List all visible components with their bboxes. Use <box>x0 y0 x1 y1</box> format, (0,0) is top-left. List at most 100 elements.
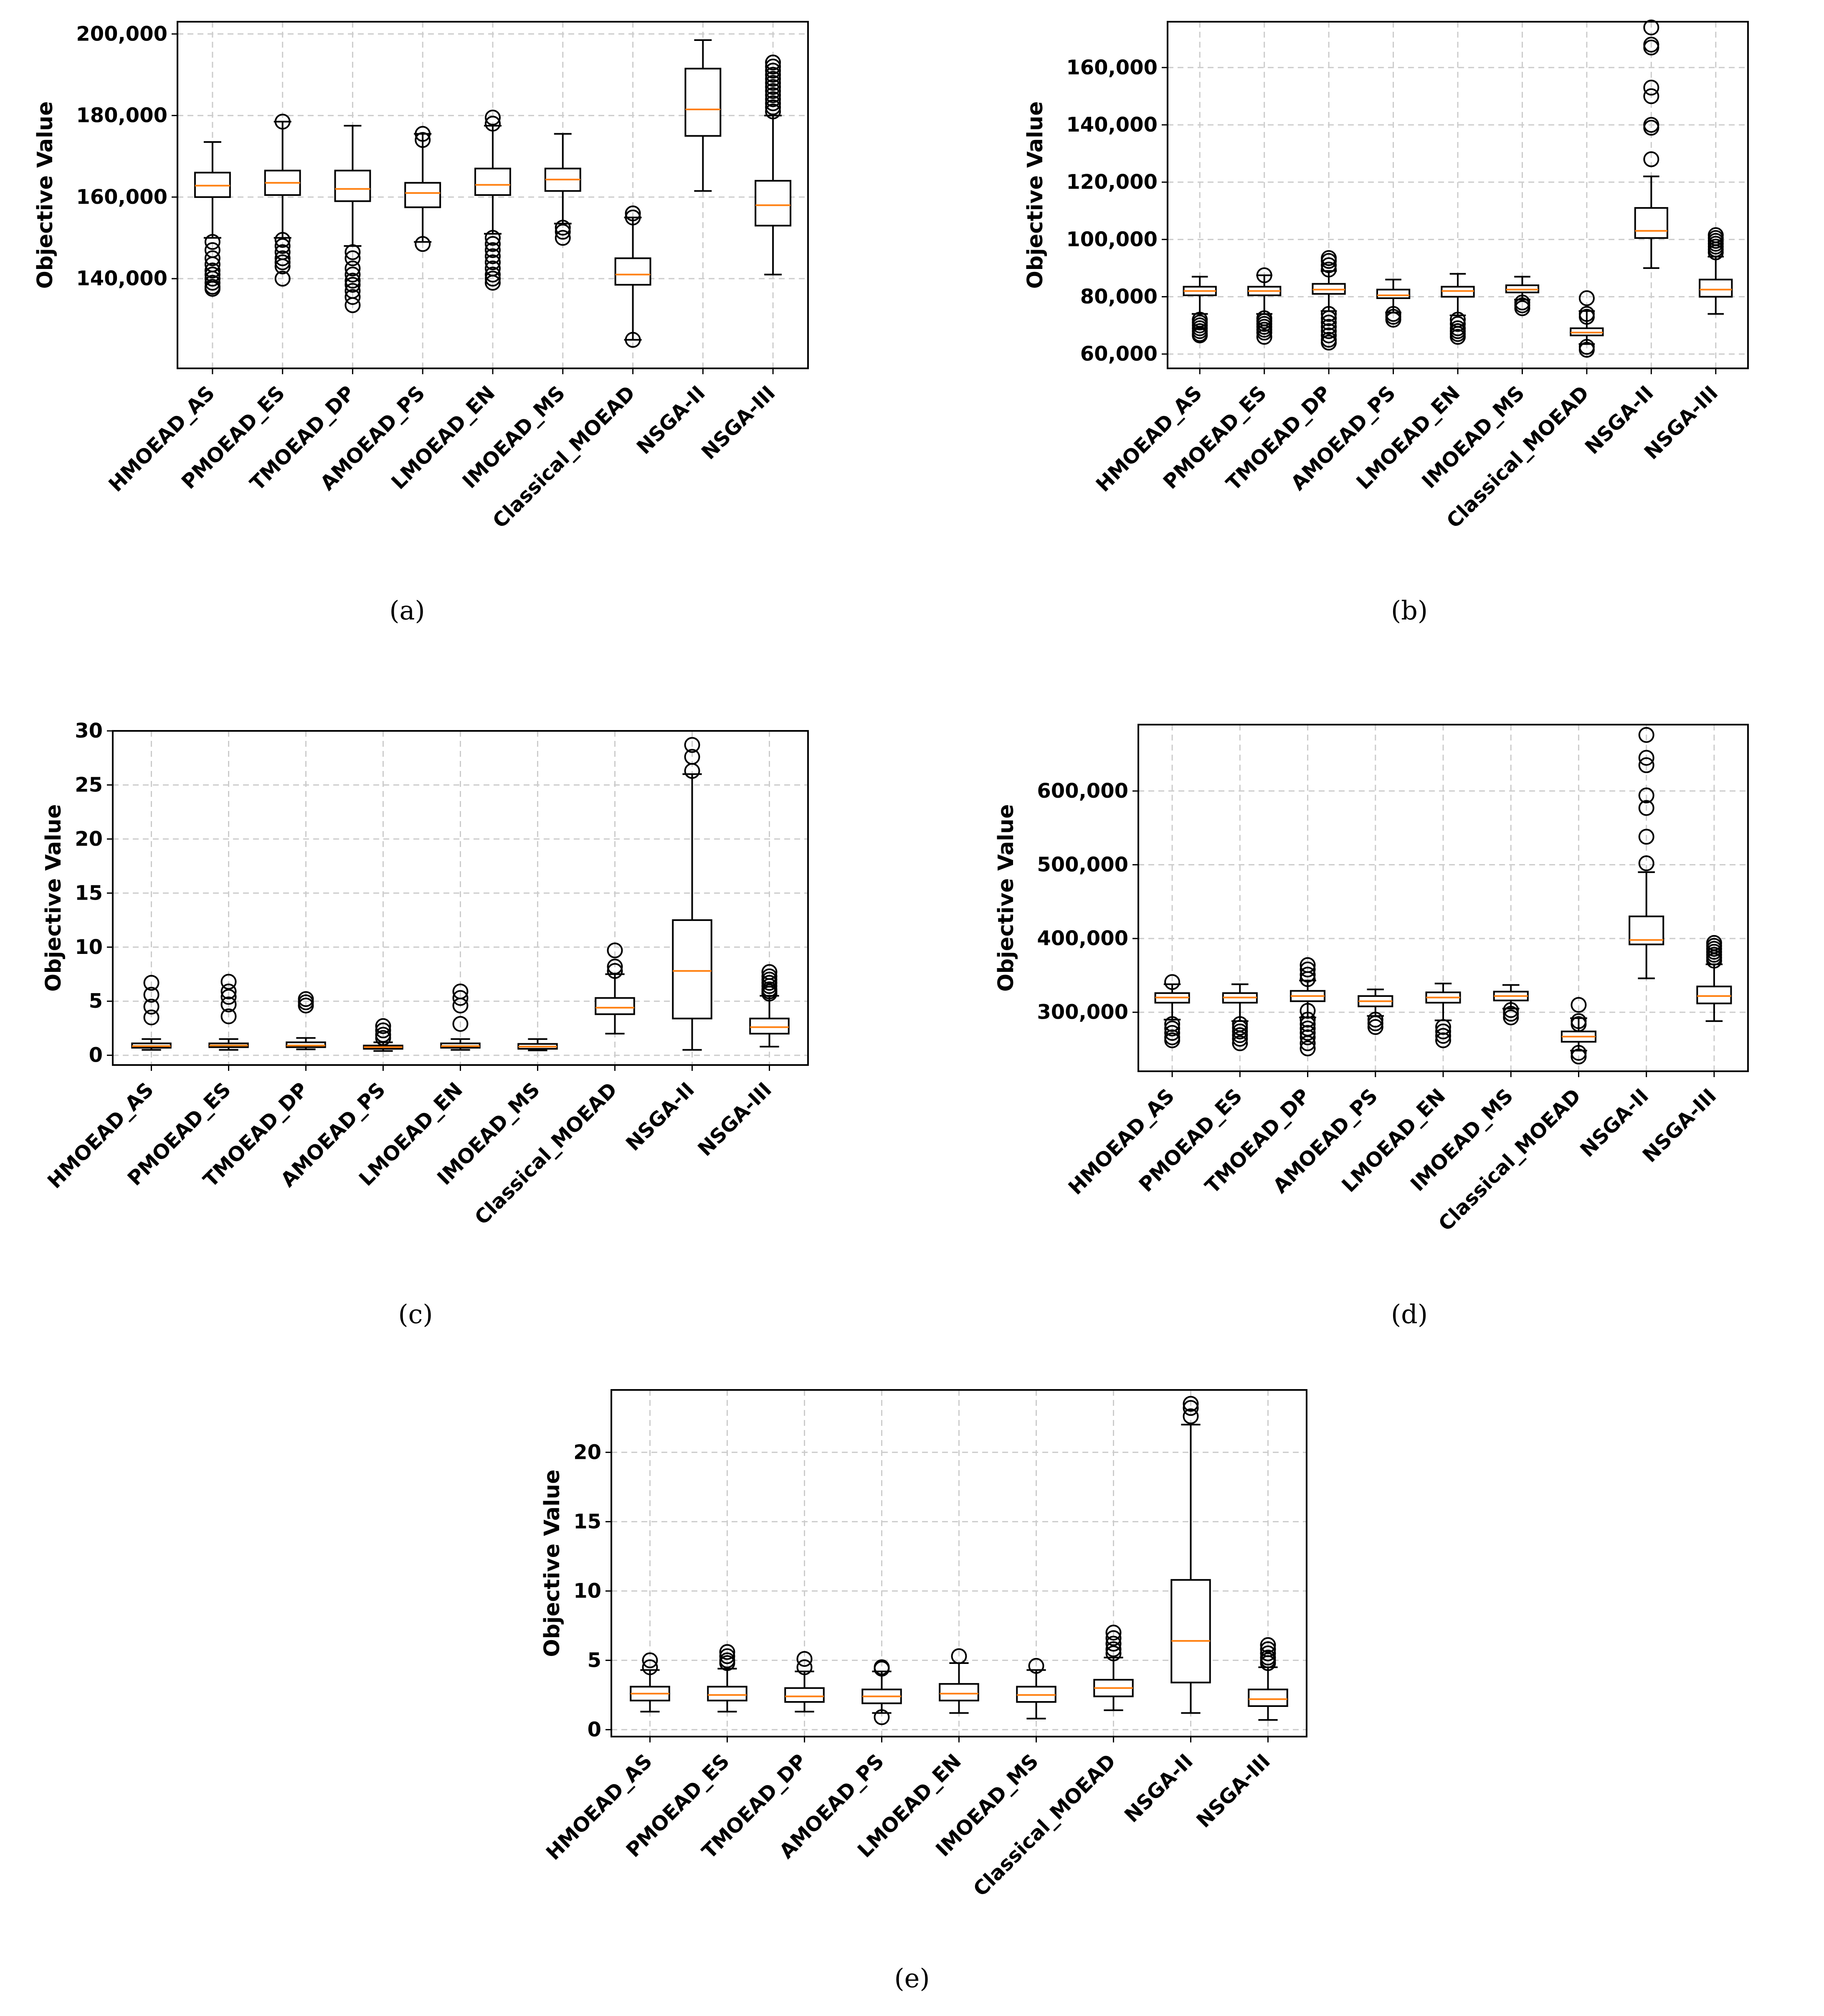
outlier-point <box>1367 1019 1383 1035</box>
outlier-point <box>204 250 220 266</box>
outlier-point <box>1367 1015 1383 1032</box>
outlier-point <box>1638 800 1654 816</box>
outlier-point <box>1183 1396 1199 1412</box>
outlier-point <box>765 75 781 91</box>
outlier-point <box>1321 253 1337 269</box>
y-tick-label: 400,000 <box>1037 927 1128 950</box>
outlier-point <box>765 54 781 71</box>
outlier-point <box>204 281 220 297</box>
outlier-point <box>375 1018 391 1034</box>
outlier-point <box>485 230 501 246</box>
outlier-point <box>1321 327 1337 344</box>
box-iqr <box>334 170 371 202</box>
box-Classical_MOEAD <box>1570 290 1604 358</box>
box-IMOEAD_MS <box>1016 1658 1056 1719</box>
outlier-point <box>765 103 781 119</box>
y-tick-label: 180,000 <box>76 104 167 127</box>
y-tick-label: 160,000 <box>76 185 167 209</box>
outlier-point <box>143 1009 160 1026</box>
outlier-point <box>765 83 781 99</box>
outlier-point <box>1643 19 1659 36</box>
box-TMOEAD_DP <box>286 991 326 1050</box>
y-tick-label: 120,000 <box>1066 170 1158 194</box>
outlier-point <box>1183 1408 1199 1425</box>
outlier-point <box>1300 971 1316 987</box>
outlier-point <box>485 274 501 291</box>
outlier-point <box>143 986 160 1003</box>
outlier-point <box>765 71 781 87</box>
outlier-point <box>1028 1658 1044 1674</box>
box-AMOEAD_PS <box>404 126 441 252</box>
outlier-point <box>625 205 641 221</box>
box-Classical_MOEAD <box>595 942 635 1035</box>
outlier-point <box>345 250 361 266</box>
y-tick-label: 500,000 <box>1037 853 1128 877</box>
box-HMOEAD_AS <box>630 1652 670 1713</box>
outlier-point <box>1300 966 1316 983</box>
box-NSGA-II <box>1170 1396 1211 1714</box>
y-axis-title: Objective Value <box>540 1469 565 1657</box>
outlier-point <box>1321 319 1337 335</box>
box-iqr <box>784 1687 825 1703</box>
outlier-point <box>607 959 623 975</box>
outlier-point <box>1571 997 1587 1013</box>
y-tick-label: 160,000 <box>1066 56 1158 79</box>
outlier-point <box>220 1008 237 1024</box>
outlier-point <box>874 1709 890 1725</box>
outlier-point <box>345 273 361 289</box>
x-tick-label: NSGA-III <box>697 381 780 464</box>
outlier-point <box>1256 325 1272 341</box>
outlier-point <box>485 236 501 252</box>
outlier-point <box>345 260 361 276</box>
outlier-point <box>415 126 431 142</box>
outlier-point <box>761 986 778 1002</box>
box-NSGA-II <box>672 737 712 1051</box>
y-tick-label: 140,000 <box>1066 113 1158 137</box>
outlier-point <box>684 763 700 779</box>
caption-c: (c) <box>398 1299 433 1329</box>
outlier-point <box>1300 1016 1316 1032</box>
x-tick-label: NSGA-III <box>1192 1750 1275 1833</box>
y-tick-label: 5 <box>588 1648 601 1672</box>
outlier-point <box>765 87 781 103</box>
outlier-point <box>274 114 291 130</box>
box-HMOEAD_AS <box>1154 974 1190 1048</box>
box-HMOEAD_AS <box>131 975 172 1051</box>
box-iqr <box>614 257 651 286</box>
outlier-point <box>345 266 361 283</box>
outlier-point <box>1300 1040 1316 1057</box>
outlier-point <box>220 974 237 990</box>
box-IMOEAD_MS <box>517 1038 558 1052</box>
box-iqr <box>707 1686 747 1702</box>
box-AMOEAD_PS <box>861 1659 902 1725</box>
outlier-point <box>1450 316 1466 332</box>
y-tick-label: 60,000 <box>1080 342 1158 366</box>
outlier-point <box>1578 342 1595 358</box>
outlier-point <box>1232 1035 1248 1051</box>
outlier-point <box>1638 787 1654 804</box>
outlier-point <box>1503 1009 1519 1026</box>
y-tick-label: 200,000 <box>76 22 167 46</box>
outlier-point <box>1435 1032 1451 1048</box>
plot-frame <box>1137 724 1749 1072</box>
outlier-point <box>1321 323 1337 339</box>
outlier-point <box>1571 1048 1587 1065</box>
outlier-point <box>274 250 291 266</box>
outlier-point <box>1260 1645 1276 1661</box>
outlier-point <box>274 232 291 248</box>
outlier-point <box>1643 151 1659 167</box>
y-tick-label: 5 <box>89 989 103 1013</box>
outlier-point <box>274 254 291 271</box>
outlier-point <box>1638 757 1654 773</box>
outlier-point <box>1638 750 1654 766</box>
outlier-point <box>143 999 160 1015</box>
y-tick-label: 30 <box>75 719 103 743</box>
outlier-point <box>1256 267 1272 284</box>
y-axis-title: Objective Value <box>1023 101 1048 289</box>
outlier-point <box>220 989 237 1005</box>
box-iqr <box>1699 279 1733 298</box>
outlier-point <box>1321 314 1337 331</box>
box-PMOEAD_ES <box>208 974 249 1051</box>
outlier-point <box>1514 300 1530 316</box>
outlier-point <box>765 95 781 112</box>
